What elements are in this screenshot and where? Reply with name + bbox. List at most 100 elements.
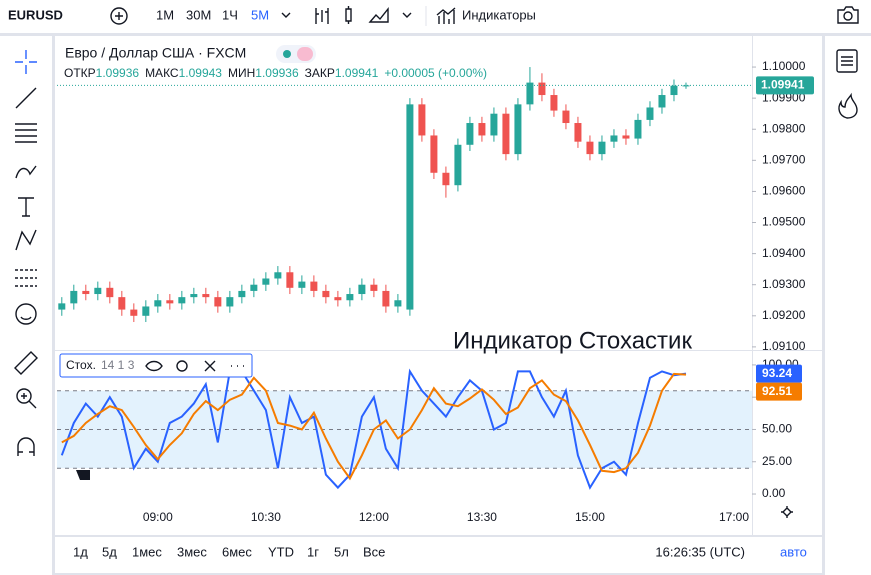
settings-icon[interactable] <box>781 506 793 518</box>
range[interactable]: 1г <box>307 544 319 559</box>
symbol[interactable]: EURUSD <box>8 7 63 22</box>
clock: 16:26:35 (UTC) <box>655 544 745 559</box>
fib-icon[interactable] <box>15 123 37 143</box>
indicator-legend[interactable] <box>59 353 253 378</box>
candle-body <box>382 290 390 307</box>
hotlist-icon[interactable] <box>838 92 858 119</box>
candle-body <box>226 297 234 307</box>
interval[interactable]: 1М <box>156 7 174 22</box>
candle-body <box>646 107 654 120</box>
area-icon[interactable] <box>368 7 389 23</box>
indicators-button[interactable]: Индикаторы <box>462 7 536 22</box>
camera-icon <box>843 11 853 21</box>
chevron[interactable] <box>281 12 291 18</box>
camera-icon[interactable] <box>837 6 859 24</box>
emoji-icon[interactable] <box>15 303 37 325</box>
candle-body <box>526 82 534 105</box>
candle-body <box>166 300 174 304</box>
candle-body <box>286 272 294 288</box>
candle-body <box>406 104 414 310</box>
candle-body <box>502 113 510 155</box>
zoom-icon[interactable] <box>16 388 32 404</box>
candles-icon[interactable] <box>345 6 352 24</box>
annotation: Индикатор Стохастик <box>453 327 692 354</box>
candle-body <box>238 290 246 298</box>
logo <box>76 470 92 480</box>
ruler-icon[interactable] <box>14 351 38 375</box>
range[interactable]: 1д <box>73 544 88 559</box>
candle-body <box>418 104 426 136</box>
ohlc-label: МИН <box>228 66 255 80</box>
candle-body <box>322 290 330 298</box>
series-line <box>61 372 687 481</box>
candle-body <box>310 281 318 291</box>
ohlc-label: ОТКР <box>64 66 96 80</box>
candle-body <box>622 135 630 139</box>
y-tick-label: 0.00 <box>762 486 786 500</box>
visibility-icon[interactable] <box>145 360 163 372</box>
range[interactable]: 3мес <box>177 544 207 559</box>
ohlc-line: ОТКР1.09936 МАКС1.09943 МИН1.09936 ЗАКР1.09… <box>64 66 487 80</box>
candle-body <box>106 287 114 298</box>
trendline-icon[interactable] <box>15 87 37 109</box>
y-tick-label: 1.09300 <box>762 277 806 291</box>
ohlc-value: 1.09943 <box>179 66 223 80</box>
candle-body <box>358 284 366 295</box>
indicator-params: 14 1 3 <box>101 358 135 372</box>
zoom-icon <box>21 393 37 409</box>
left-toolbar <box>0 36 52 575</box>
range[interactable]: 6мес <box>222 544 252 559</box>
y-tick-label: 1.09100 <box>762 339 806 353</box>
delay-status <box>297 47 313 61</box>
magnet-icon[interactable] <box>17 437 35 456</box>
range[interactable]: 5л <box>334 544 349 559</box>
candle-body <box>142 306 150 316</box>
add-symbol-icon[interactable] <box>110 7 128 25</box>
add-symbol-icon <box>115 12 123 20</box>
y-tick-label: 1.09800 <box>762 121 806 135</box>
candle-body <box>250 284 258 291</box>
range[interactable]: 5д <box>102 544 117 559</box>
remove-icon[interactable] <box>204 360 216 372</box>
interval-active[interactable]: 5М <box>251 7 269 22</box>
bars-icon[interactable] <box>315 8 329 24</box>
candle-body <box>538 82 546 96</box>
candle-body <box>190 294 198 298</box>
candle-body <box>610 135 618 142</box>
y-tick-label: 50.00 <box>762 422 792 436</box>
emoji-icon <box>20 316 32 320</box>
market-status <box>283 50 291 58</box>
candle-body <box>634 119 642 139</box>
candle-body <box>274 272 282 279</box>
range[interactable]: Все <box>363 544 385 559</box>
range[interactable]: 1мес <box>132 544 162 559</box>
candle-body <box>94 287 102 295</box>
candle-body <box>586 141 594 155</box>
candle-body <box>550 95 558 111</box>
settings-icon[interactable] <box>176 360 188 372</box>
auto-scale[interactable]: авто <box>780 544 807 559</box>
top-bar <box>0 0 871 33</box>
y-tick-label: 1.09500 <box>762 215 806 229</box>
candle-body <box>454 144 462 186</box>
brush-icon[interactable] <box>15 165 37 179</box>
interval[interactable]: 1Ч <box>222 7 238 22</box>
ohlc-value: 1.09936 <box>96 66 140 80</box>
watchlist-icon[interactable] <box>836 49 858 73</box>
candle-body <box>370 284 378 291</box>
crosshair-icon[interactable] <box>15 50 37 74</box>
interval[interactable]: 30М <box>186 7 211 22</box>
pattern-icon[interactable] <box>15 229 37 251</box>
x-tick-label: 09:00 <box>143 510 173 524</box>
x-tick-label: 15:00 <box>575 510 605 524</box>
range[interactable]: YTD <box>268 544 294 559</box>
ohlc-value: 1.09941 <box>335 66 379 80</box>
y-tick-label: 1.09700 <box>762 153 806 167</box>
candle-body <box>430 135 438 173</box>
text-icon[interactable] <box>18 197 34 217</box>
forecast-icon[interactable] <box>15 269 37 287</box>
ohlc-label: ЗАКР <box>305 66 335 80</box>
candle-body <box>574 123 582 142</box>
indicators-icon[interactable] <box>436 7 456 24</box>
